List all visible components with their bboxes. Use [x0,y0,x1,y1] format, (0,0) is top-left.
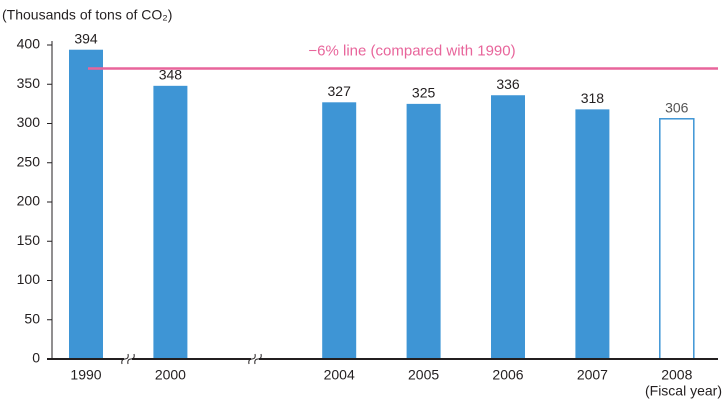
bar [153,85,188,359]
y-tick-label: 200 [17,193,41,209]
x-tick-label: 2008 [661,367,692,383]
y-tick-label: 350 [17,75,41,91]
y-tick-label: 400 [17,36,41,52]
x-tick-label: 1990 [70,367,101,383]
x-tick-label: 2007 [577,367,608,383]
bar [659,118,695,360]
data-label: 318 [581,90,605,106]
y-tick-label: 100 [17,271,41,287]
bar [491,95,525,360]
data-label: 325 [412,85,436,101]
bar [69,49,103,360]
x-tick-label: 2006 [492,367,523,383]
axis-break [248,353,256,365]
bar [575,109,610,360]
x-tick-label: 2005 [408,367,439,383]
y-tick-label: 300 [17,114,41,130]
data-label: 306 [665,99,689,115]
data-label: 327 [328,83,352,99]
x-axis-label: (Fiscal year) [645,383,722,399]
bar [322,102,357,360]
reference-line-label: −6% line (compared with 1990) [308,43,515,60]
bar [406,103,441,359]
data-label: 348 [159,67,183,83]
y-axis-label: (Thousands of tons of CO₂) [2,7,172,23]
y-tick-label: 150 [17,232,41,248]
y-tick-label: 0 [32,350,40,366]
axis-break [121,353,129,365]
x-tick-label: 2004 [324,367,355,383]
axis-break-gap [124,355,132,363]
axis-break [127,353,135,365]
axis-break-gap [251,355,259,363]
y-tick-label: 50 [24,310,40,326]
data-label: 394 [74,30,98,46]
axis-break [254,353,262,365]
y-tick-label: 250 [17,153,41,169]
x-tick-label: 2000 [155,367,186,383]
data-label: 336 [496,76,520,92]
